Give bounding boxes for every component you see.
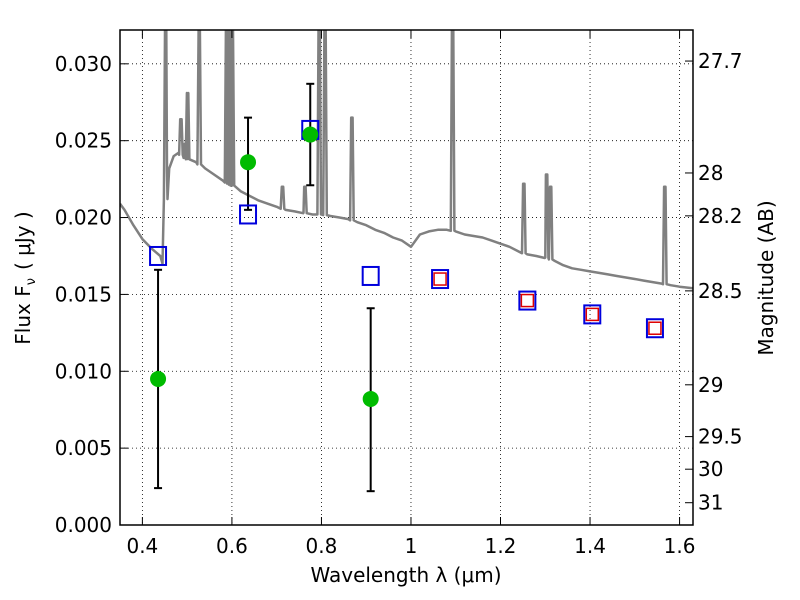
y-axis-title-sub: ν: [24, 278, 39, 285]
tick-labels: 0.4 0.6 0.8 1 1.2 1.4 1.6 0.000 0.005 0.010 0.015 0…: [55, 49, 743, 558]
grid: [120, 30, 693, 525]
model-flux-square: [361, 265, 380, 286]
plot-frame: [119, 29, 694, 526]
y-tick-label: 0.020: [55, 206, 112, 230]
spectrum-line: [120, 30, 693, 290]
x-tick-label: 0.8: [306, 534, 338, 558]
observed-flux-point: [150, 370, 167, 387]
x-tick-label: 1.4: [574, 534, 606, 558]
y-tick-label: 0.005: [55, 436, 112, 460]
model-flux-square: [149, 245, 168, 266]
nir-flux-square: [433, 272, 447, 286]
x-axis-title: Wavelength λ (μm): [310, 563, 501, 587]
x-tick-label: 1: [405, 534, 418, 558]
model-flux-square: [239, 204, 258, 225]
model-flux-square: [518, 290, 537, 311]
y-tick-label: 0.000: [55, 513, 112, 537]
right-tick-label: 28.5: [698, 279, 743, 303]
x-tick-label: 1.6: [664, 534, 696, 558]
model-flux-square: [431, 269, 450, 290]
y-tick-label: 0.015: [55, 282, 112, 306]
right-tick-label: 29.5: [698, 425, 743, 449]
model-flux-square: [583, 304, 602, 325]
right-tick-label: 29: [698, 373, 723, 397]
right-axis-title: Magnitude (AB): [754, 200, 778, 355]
right-tick-label: 30: [698, 457, 723, 481]
y-axis-title: Flux Fν ( μJy ): [11, 211, 39, 344]
x-tick-label: 1.2: [485, 534, 517, 558]
right-tick-label: 28.2: [698, 204, 743, 228]
right-tick-label: 27.7: [698, 49, 743, 73]
nir-flux-square: [520, 293, 535, 308]
y-tick-label: 0.025: [55, 129, 112, 153]
observed-flux-point: [240, 154, 257, 171]
observed-flux-markers: [150, 126, 379, 407]
y-axis-title-units: ( μJy ): [11, 211, 35, 270]
observed-flux-point: [302, 126, 319, 143]
nir-photometry-markers: [433, 272, 662, 335]
axes: [119, 29, 694, 526]
right-tick-label: 28: [698, 161, 723, 185]
y-tick-label: 0.030: [55, 52, 112, 76]
nir-flux-square: [648, 321, 662, 335]
nir-flux-square: [585, 307, 600, 322]
x-tick-label: 0.4: [126, 534, 158, 558]
x-tick-label: 0.6: [216, 534, 248, 558]
spectrum: [120, 30, 693, 290]
model-flux-square: [645, 318, 664, 339]
y-axis-title-main: Flux F: [11, 285, 35, 344]
observed-flux-point: [362, 390, 379, 407]
right-tick-label: 31: [698, 491, 723, 515]
y-tick-label: 0.010: [55, 359, 112, 383]
